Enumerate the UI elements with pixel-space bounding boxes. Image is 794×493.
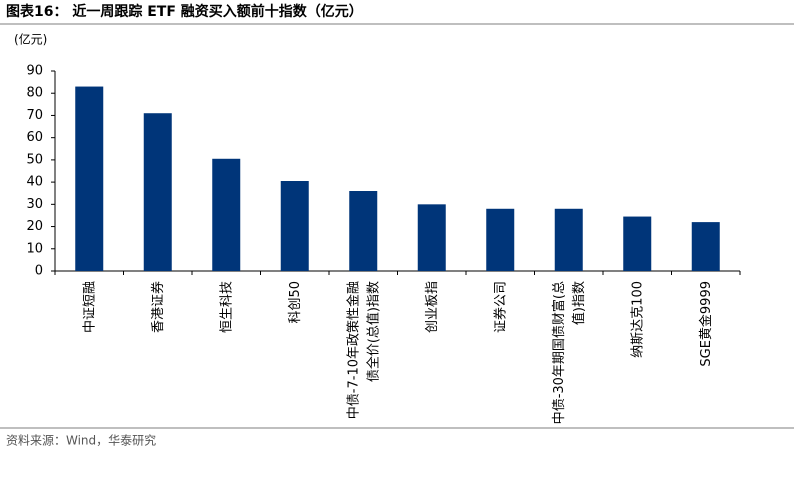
x-tick-label: 科创50 [287, 281, 302, 324]
bar [554, 208, 583, 271]
y-tick-label: 0 [35, 264, 43, 279]
x-tick-label: SGE黄金9999 [697, 281, 713, 367]
bar [623, 216, 652, 271]
bar [349, 191, 378, 271]
bar [486, 208, 515, 271]
x-tick-label: 中债-7-10年政策性金融 债全价(总值)指数 [345, 281, 381, 419]
x-tick-label: 创业板指 [424, 281, 439, 333]
bar [691, 222, 720, 271]
y-tick-label: 20 [26, 219, 43, 234]
y-tick-label: 40 [26, 175, 43, 190]
bar [75, 86, 104, 271]
x-tick-label: 证券公司 [492, 281, 508, 333]
chart-title: 图表16： 近一周跟踪 ETF 融资买入额前十指数（亿元） [6, 3, 363, 20]
y-axis-label: (亿元) [14, 32, 47, 47]
bar [280, 181, 309, 271]
y-tick-label: 60 [26, 130, 43, 145]
x-tick-label: 中证短融 [82, 281, 97, 333]
y-tick-label: 80 [26, 86, 43, 101]
y-tick-label: 70 [26, 108, 43, 123]
bar [143, 113, 172, 271]
x-tick-label: 恒生科技 [219, 281, 234, 333]
x-tick-label: 香港证券 [149, 281, 165, 333]
bar [212, 158, 241, 271]
bar [417, 204, 446, 271]
y-tick-label: 10 [26, 241, 43, 256]
y-tick-label: 90 [26, 64, 43, 79]
y-tick-label: 30 [26, 197, 43, 212]
x-tick-label: 纳斯达克100 [630, 281, 645, 358]
x-tick-label: 中债-30年期国债财富(总 值)指数 [550, 281, 586, 424]
y-tick-label: 50 [26, 152, 43, 167]
source: 资料来源：Wind，华泰研究 [6, 433, 156, 448]
